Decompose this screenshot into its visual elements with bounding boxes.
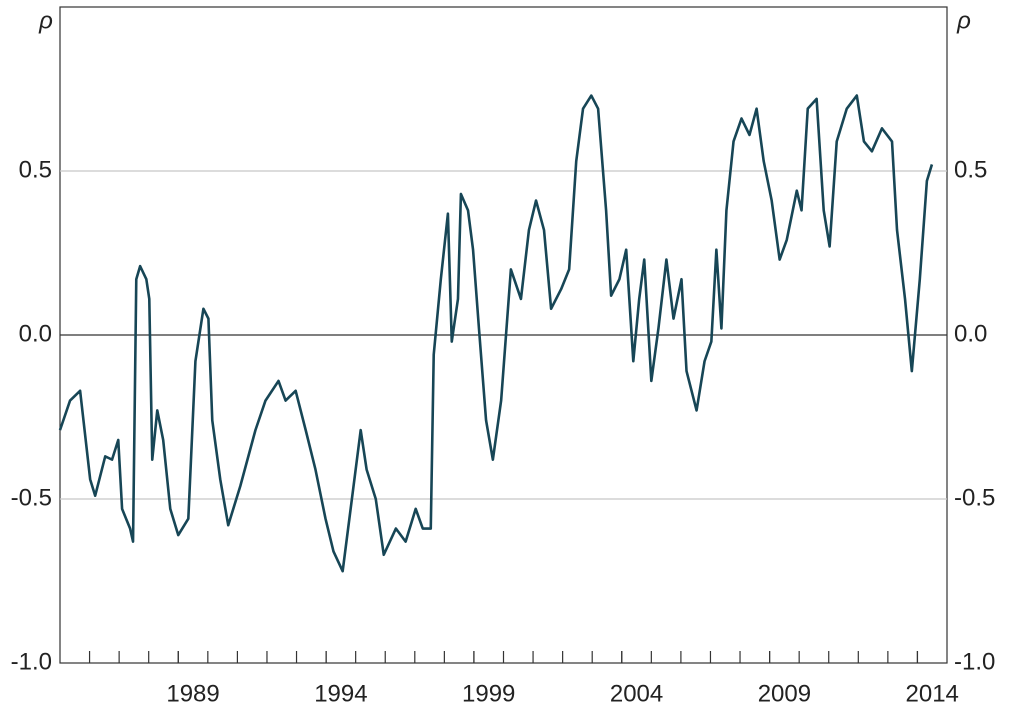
- y-tick-label: -1.0: [11, 648, 52, 675]
- y-tick-label: -0.5: [11, 484, 52, 511]
- x-tick-label: 1989: [166, 680, 219, 707]
- x-tick-label: 2014: [906, 680, 959, 707]
- y-axis-label: ρ: [38, 7, 53, 34]
- x-tick-label: 2009: [758, 680, 811, 707]
- x-tick-label: 2004: [610, 680, 663, 707]
- y2-tick-label: -0.5: [954, 484, 995, 511]
- y2-tick-label: -1.0: [954, 648, 995, 675]
- y2-tick-label: 0.5: [954, 156, 987, 183]
- data-line: [58, 94, 934, 573]
- y2-axis-label: ρ: [956, 7, 971, 34]
- x-tick-label: 1999: [462, 680, 515, 707]
- y-tick-label: 0.5: [19, 156, 52, 183]
- x-tick-label: 1994: [314, 680, 367, 707]
- y-tick-label: 0.0: [19, 320, 52, 347]
- y2-tick-label: 0.0: [954, 320, 987, 347]
